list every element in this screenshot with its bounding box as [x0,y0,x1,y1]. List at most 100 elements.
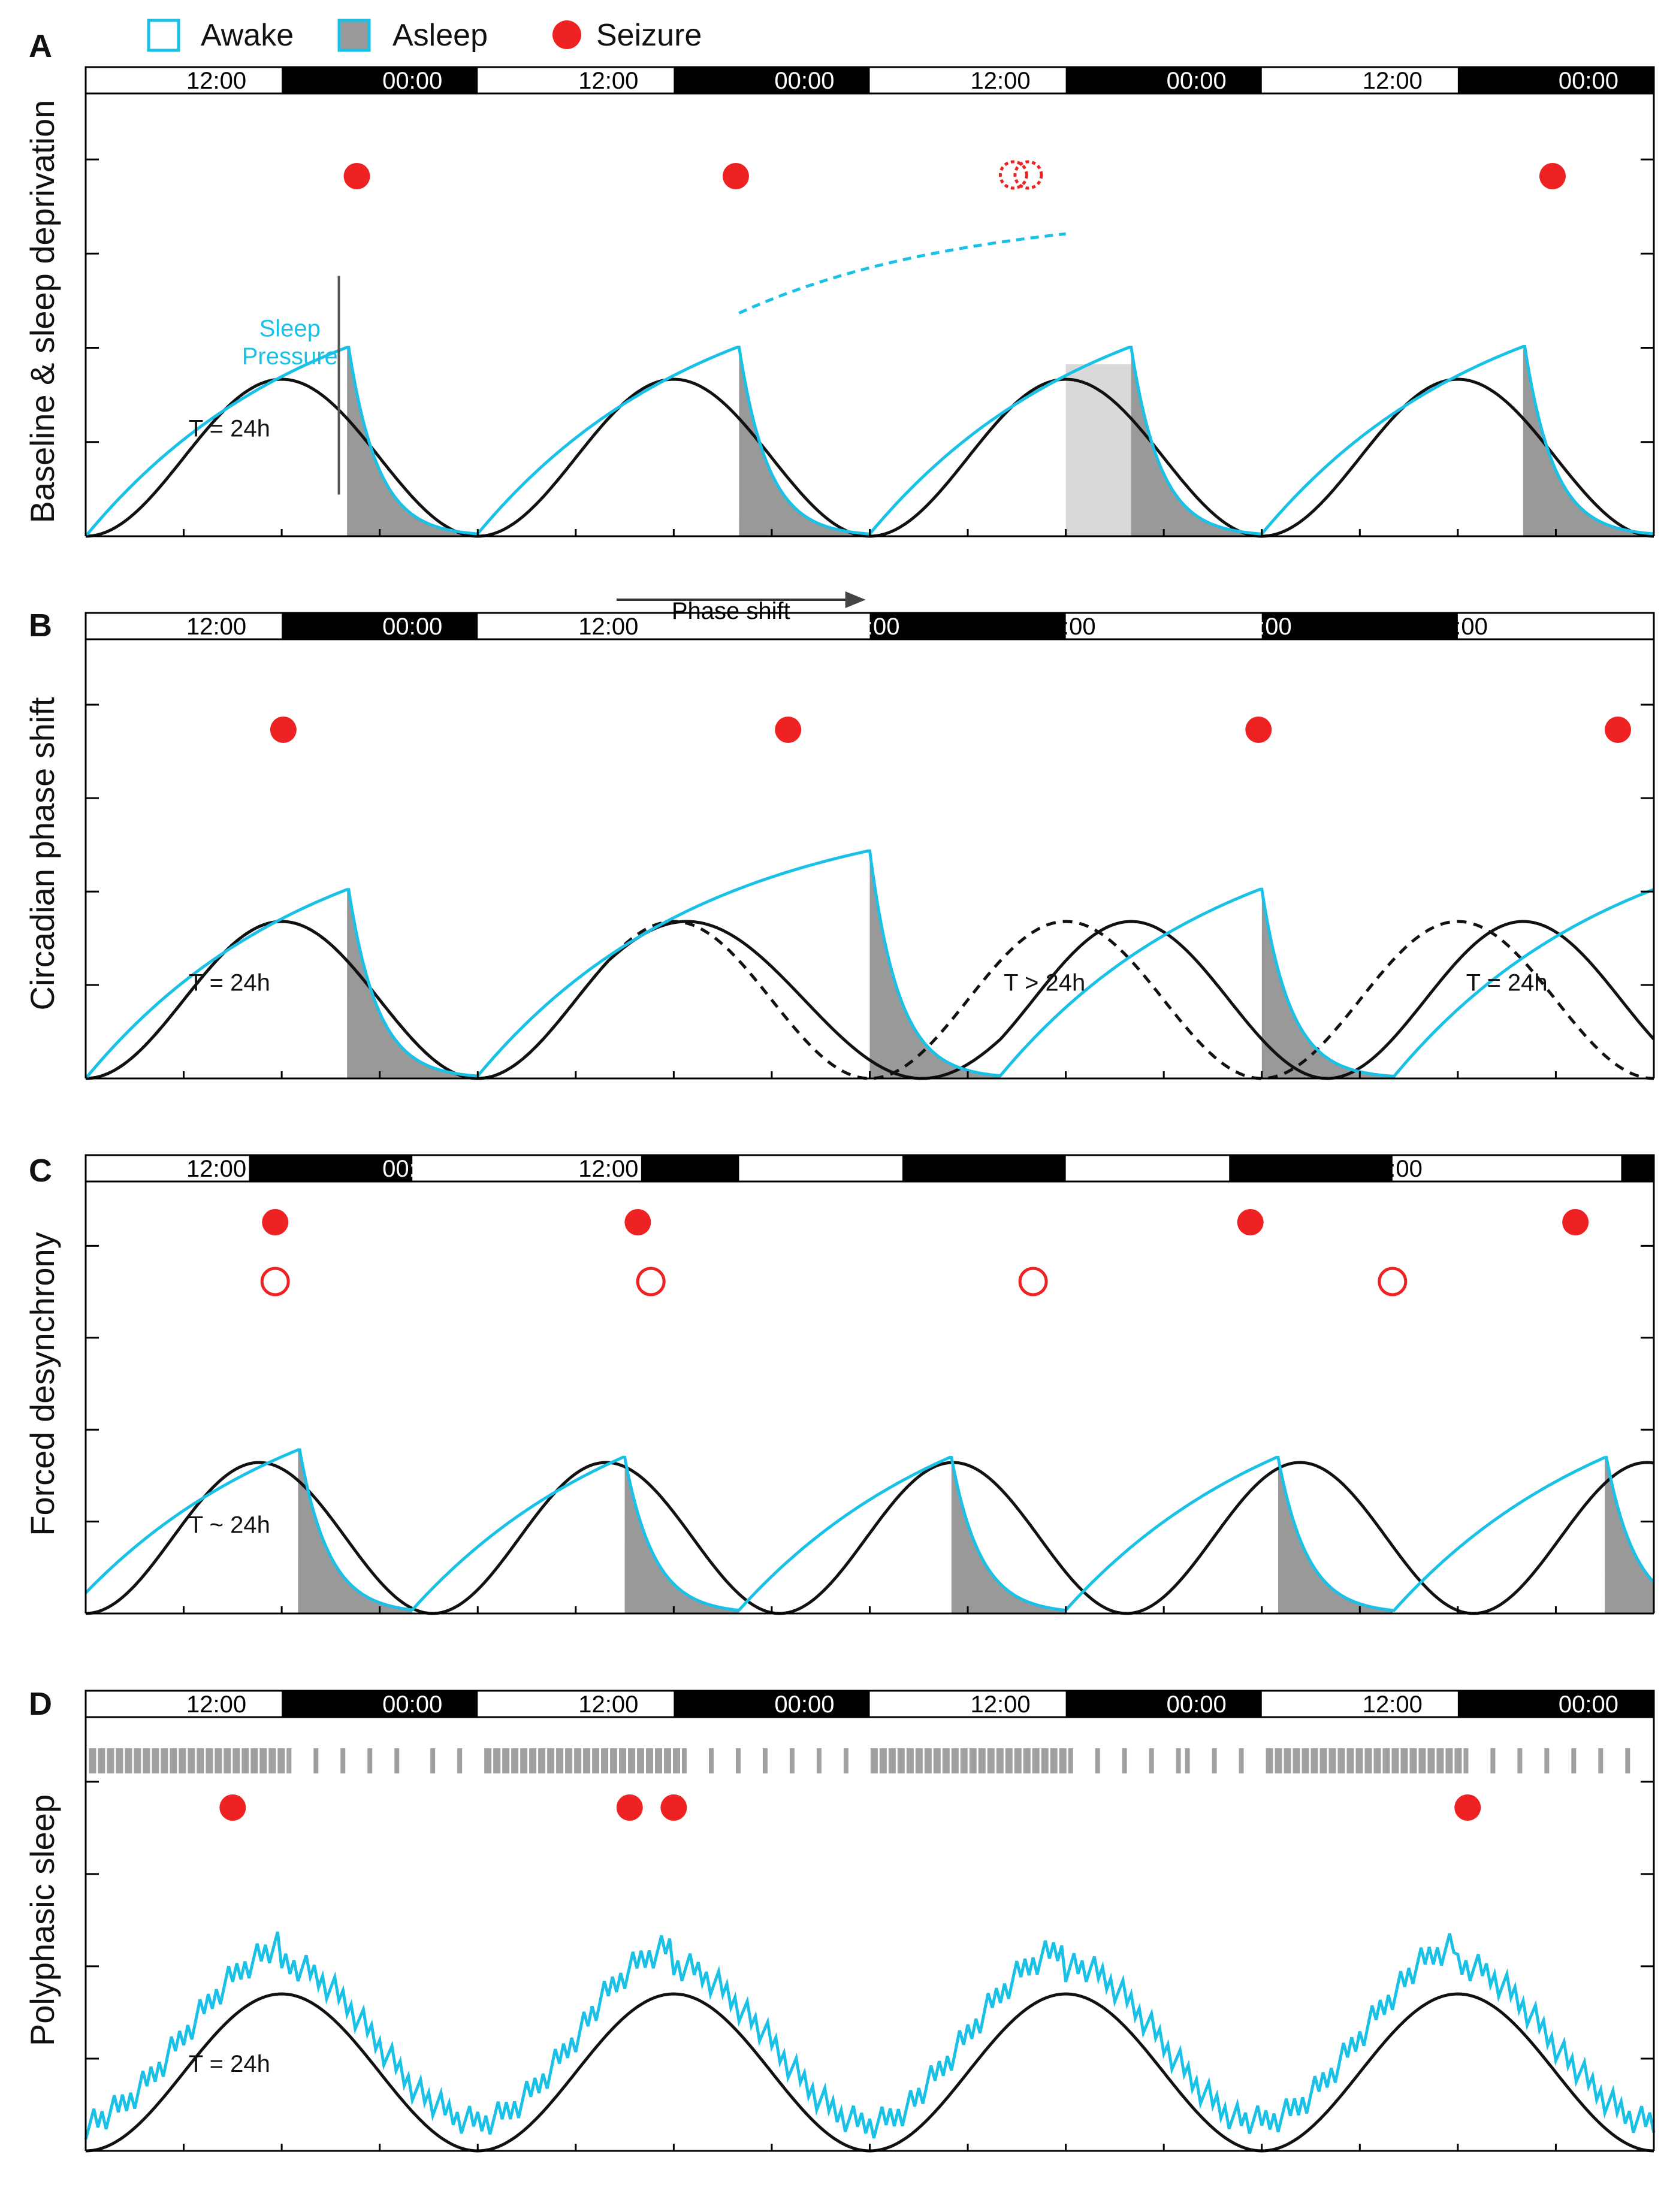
sleep-raster-bar [637,1748,645,1773]
seizure-marker [1539,163,1566,189]
sleep-raster-bar [762,1748,768,1773]
time-label-noon: 12:00 [1363,68,1423,94]
sleep-raster-bar [1337,1748,1345,1773]
sleep-pressure-curve [84,345,1654,537]
sleep-raster-bar [493,1748,501,1773]
time-label-midnight: 00:00 [1232,614,1292,640]
sleep-raster-bar [1149,1748,1154,1773]
sleep-raster-bar [1454,1748,1462,1773]
seizure-open-marker [1013,160,1043,190]
sleep-raster-bar [1185,1748,1190,1773]
sleep-raster-bar [430,1748,436,1773]
seizure-marker [343,163,370,189]
sleep-raster-bar [197,1748,204,1773]
night-segment [282,67,478,93]
sleep-raster-bar [538,1748,546,1773]
legend-seizure-marker [552,20,581,49]
time-label-midnight: 00:00 [382,614,442,640]
sleep-raster-bar [206,1748,213,1773]
seizure-marker [270,717,297,743]
sleep-raster-bar [915,1748,923,1773]
sleep-raster-bar [224,1748,231,1773]
sleep-raster-bar [502,1748,510,1773]
sleep-raster-bar [1032,1748,1040,1773]
night-segment [674,1691,870,1717]
seizure-marker [1245,717,1272,743]
panel-letter: C [29,1153,52,1189]
night-segment [1229,1155,1393,1181]
sleep-raster-bar [1625,1748,1630,1773]
sleep-raster-bar [1598,1748,1603,1773]
sleep-episode-fill [298,1449,413,1613]
sleep-raster-bar [735,1748,741,1773]
sleep-raster-bar [259,1748,267,1773]
sleep-raster-bar [143,1748,150,1773]
night-segment [1621,1155,1654,1181]
sleep-raster-bar [843,1748,848,1773]
sleep-raster-bar [1059,1748,1067,1773]
time-label-noon: 12:00 [971,1691,1031,1718]
sleep-raster-bar [1301,1748,1309,1773]
sleep-raster-bar [1310,1748,1318,1773]
sleep-raster-bar [1427,1748,1435,1773]
seizure-marker [624,1209,651,1235]
sleep-raster-bar [987,1748,995,1773]
seizure-open-marker [1378,1267,1408,1297]
sleep-raster-bar [628,1748,636,1773]
sleep-raster-bar [529,1748,537,1773]
sleep-episode-fill [739,347,870,536]
sleep-raster-bar [268,1748,276,1773]
sleep-raster-bar [520,1748,528,1773]
sleep-pressure-curve [84,1931,1656,2140]
period-label: T > 24h [1004,969,1085,996]
panel-title: Forced desynchrony [23,1232,61,1536]
panel-title: Circadian phase shift [23,697,61,1010]
time-label-noon: 12:00 [1036,614,1096,640]
panel-c: 12:00 00:00 12:00 00:00 12:00 00:00 12:00 00:00… [23,1153,1655,1615]
seizure-marker [1605,717,1632,743]
sleep-raster-bar [179,1748,186,1773]
sleep-raster-bar [1284,1748,1291,1773]
period-label: T = 24h [1466,969,1548,996]
sleep-raster-bar [583,1748,591,1773]
sleep-raster-bar [978,1748,986,1773]
night-segment [249,1155,413,1181]
circadian-curve [85,1992,1654,2153]
sleep-raster-bar [1050,1748,1058,1773]
sleep-raster-bar [89,1748,96,1773]
night-segment [1065,1691,1262,1717]
time-label-noon: 12:00 [1363,1691,1423,1718]
sleep-episode-fill [1278,1457,1393,1613]
time-label-midnight: 00:00 [382,68,442,94]
period-label: T = 24h [189,969,270,996]
reference-circadian-curve [85,920,1654,1080]
sleep-episode-fill [951,1457,1066,1613]
panel-letter: A [29,28,52,64]
sleep-episode-fill [1523,346,1654,536]
sleep-raster-bar [646,1748,654,1773]
time-label-midnight: 00:00 [1167,1156,1227,1182]
sleep-raster-bar [1293,1748,1300,1773]
time-label-noon: 12:00 [186,1156,246,1182]
sleep-raster-bar [1355,1748,1363,1773]
seizure-marker [722,163,749,189]
sleep-raster-bar [1346,1748,1354,1773]
night-segment [902,1155,1066,1181]
sleep-raster-bar [250,1748,258,1773]
time-label-midnight: 00:00 [382,1691,442,1718]
sleep-raster-bar [125,1748,132,1773]
seizure-open-marker [1018,1267,1048,1297]
sleep-raster-bar [1517,1748,1523,1773]
sleep-raster-bar [708,1748,714,1773]
time-label-noon: 12:00 [1428,614,1488,640]
sleep-episode-fill [1131,347,1262,536]
sleep-raster-bar [1391,1748,1399,1773]
seizure-open-marker [260,1267,290,1297]
sleep-episode-fill [347,889,478,1078]
sleep-raster-bar [924,1748,932,1773]
time-label-noon: 12:00 [578,614,638,640]
sleep-raster-bar [1005,1748,1013,1773]
sleep-raster-bar [879,1748,887,1773]
sleep-episode-fill [1605,1457,1654,1613]
sleep-raster-bar [1212,1748,1217,1773]
